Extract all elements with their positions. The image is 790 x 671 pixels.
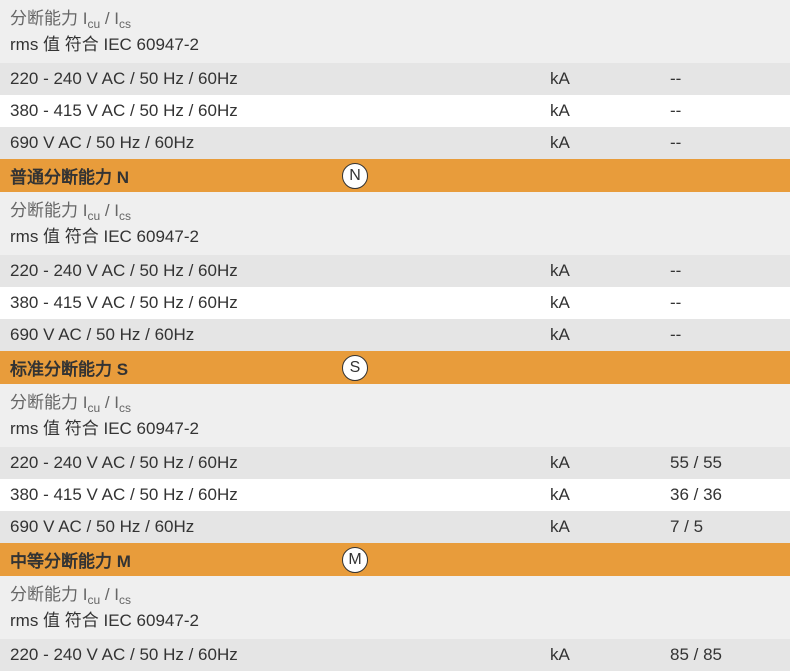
unit-label: kA <box>550 261 670 281</box>
section-title: 标准分断能力 S <box>10 355 128 380</box>
data-row: 380 - 415 V AC / 50 Hz / 60HzkA-- <box>0 287 790 319</box>
capacity-letter-icon: M <box>342 547 368 573</box>
unit-label: kA <box>550 325 670 345</box>
subscript: cs <box>119 17 131 31</box>
capacity-value: -- <box>670 293 780 313</box>
voltage-label: 220 - 240 V AC / 50 Hz / 60Hz <box>10 645 550 665</box>
subhead-text: 分断能力 I <box>10 393 87 412</box>
subhead-line2: rms 值 符合 IEC 60947-2 <box>10 608 780 634</box>
subhead-line1: 分断能力 Icu / Ics <box>10 582 780 608</box>
capacity-value: -- <box>670 101 780 121</box>
unit-label: kA <box>550 69 670 89</box>
voltage-label: 690 V AC / 50 Hz / 60Hz <box>10 517 550 537</box>
subhead-text: 分断能力 I <box>10 9 87 28</box>
unit-label: kA <box>550 645 670 665</box>
subhead-text: / I <box>100 393 119 412</box>
voltage-label: 380 - 415 V AC / 50 Hz / 60Hz <box>10 101 550 121</box>
subhead-text: / I <box>100 9 119 28</box>
data-row: 690 V AC / 50 Hz / 60HzkA-- <box>0 319 790 351</box>
data-row: 220 - 240 V AC / 50 Hz / 60HzkA-- <box>0 255 790 287</box>
voltage-label: 690 V AC / 50 Hz / 60Hz <box>10 325 550 345</box>
data-row: 690 V AC / 50 Hz / 60HzkA7 / 5 <box>0 511 790 543</box>
unit-label: kA <box>550 133 670 153</box>
subhead-line1: 分断能力 Icu / Ics <box>10 198 780 224</box>
capacity-value: -- <box>670 133 780 153</box>
subhead-line2: rms 值 符合 IEC 60947-2 <box>10 416 780 442</box>
unit-label: kA <box>550 517 670 537</box>
capacity-value: -- <box>670 325 780 345</box>
subhead-text: / I <box>100 201 119 220</box>
capacity-subheader: 分断能力 Icu / Icsrms 值 符合 IEC 60947-2 <box>0 0 790 63</box>
capacity-subheader: 分断能力 Icu / Icsrms 值 符合 IEC 60947-2 <box>0 384 790 447</box>
voltage-label: 220 - 240 V AC / 50 Hz / 60Hz <box>10 261 550 281</box>
subscript: cu <box>87 209 100 223</box>
data-row: 380 - 415 V AC / 50 Hz / 60HzkA-- <box>0 95 790 127</box>
section-title: 普通分断能力 N <box>10 163 129 188</box>
capacity-value: 36 / 36 <box>670 485 780 505</box>
capacity-letter-icon: S <box>342 355 368 381</box>
subscript: cs <box>119 209 131 223</box>
capacity-value: 7 / 5 <box>670 517 780 537</box>
subhead-line1: 分断能力 Icu / Ics <box>10 390 780 416</box>
data-row: 220 - 240 V AC / 50 Hz / 60HzkA-- <box>0 63 790 95</box>
subhead-text: / I <box>100 585 119 604</box>
data-row: 690 V AC / 50 Hz / 60HzkA-- <box>0 127 790 159</box>
capacity-letter-icon: N <box>342 163 368 189</box>
spec-table: 分断能力 Icu / Icsrms 值 符合 IEC 60947-2220 - … <box>0 0 790 671</box>
capacity-value: -- <box>670 69 780 89</box>
voltage-label: 220 - 240 V AC / 50 Hz / 60Hz <box>10 453 550 473</box>
capacity-subheader: 分断能力 Icu / Icsrms 值 符合 IEC 60947-2 <box>0 192 790 255</box>
subhead-text: 分断能力 I <box>10 585 87 604</box>
subscript: cu <box>87 401 100 415</box>
subhead-line1: 分断能力 Icu / Ics <box>10 6 780 32</box>
unit-label: kA <box>550 293 670 313</box>
unit-label: kA <box>550 485 670 505</box>
voltage-label: 380 - 415 V AC / 50 Hz / 60Hz <box>10 293 550 313</box>
subscript: cs <box>119 593 131 607</box>
unit-label: kA <box>550 453 670 473</box>
capacity-value: -- <box>670 261 780 281</box>
subscript: cs <box>119 401 131 415</box>
subscript: cu <box>87 593 100 607</box>
subhead-line2: rms 值 符合 IEC 60947-2 <box>10 32 780 58</box>
capacity-subheader: 分断能力 Icu / Icsrms 值 符合 IEC 60947-2 <box>0 576 790 639</box>
unit-label: kA <box>550 101 670 121</box>
capacity-value: 85 / 85 <box>670 645 780 665</box>
voltage-label: 220 - 240 V AC / 50 Hz / 60Hz <box>10 69 550 89</box>
section-header: 中等分断能力 M M <box>0 543 790 576</box>
capacity-value: 55 / 55 <box>670 453 780 473</box>
section-title: 中等分断能力 M <box>10 547 131 572</box>
section-header: 普通分断能力 N N <box>0 159 790 192</box>
subhead-line2: rms 值 符合 IEC 60947-2 <box>10 224 780 250</box>
data-row: 220 - 240 V AC / 50 Hz / 60HzkA85 / 85 <box>0 639 790 671</box>
subscript: cu <box>87 17 100 31</box>
section-header: 标准分断能力 S S <box>0 351 790 384</box>
voltage-label: 380 - 415 V AC / 50 Hz / 60Hz <box>10 485 550 505</box>
voltage-label: 690 V AC / 50 Hz / 60Hz <box>10 133 550 153</box>
data-row: 380 - 415 V AC / 50 Hz / 60HzkA36 / 36 <box>0 479 790 511</box>
subhead-text: 分断能力 I <box>10 201 87 220</box>
data-row: 220 - 240 V AC / 50 Hz / 60HzkA55 / 55 <box>0 447 790 479</box>
